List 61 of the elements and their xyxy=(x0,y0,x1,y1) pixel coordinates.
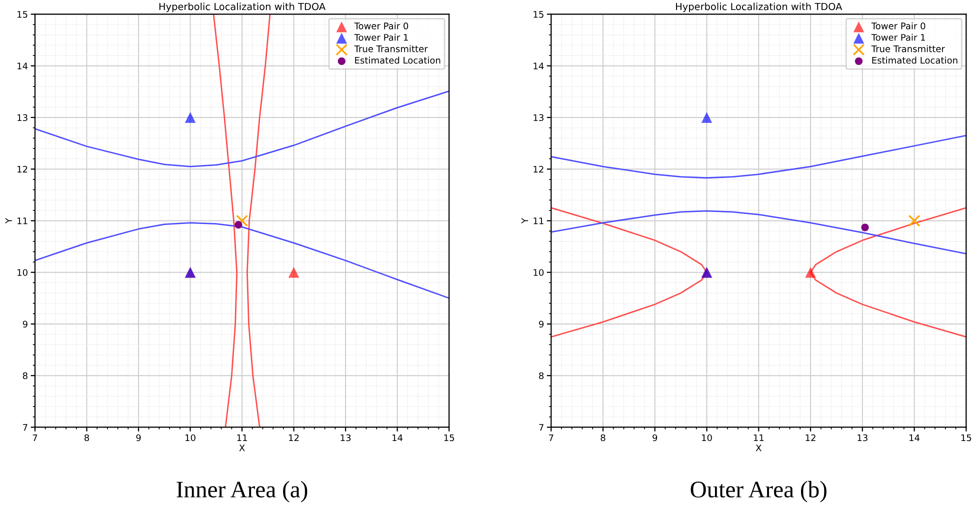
x-tick-label: 8 xyxy=(84,434,90,442)
chart-title: Hyperbolic Localization with TDOA xyxy=(676,2,842,12)
chart-title: Hyperbolic Localization with TDOA xyxy=(159,2,326,12)
y-tick-label: 14 xyxy=(18,62,28,70)
x-tick-label: 11 xyxy=(237,434,247,442)
x-axis-title: X xyxy=(239,444,245,452)
x-tick-label: 15 xyxy=(444,434,454,442)
y-tick-label: 8 xyxy=(539,372,544,380)
text: Inner Area (a) xyxy=(176,480,308,502)
x-tick-label: 13 xyxy=(858,434,868,442)
y-tick-label: 15 xyxy=(534,11,544,18)
x-tick-label: 9 xyxy=(652,434,658,442)
line-series xyxy=(34,222,450,299)
point xyxy=(908,214,920,227)
x-tick-label: 9 xyxy=(136,434,141,442)
legend-label: Tower Pair 1 xyxy=(871,34,925,41)
y-tick-label: 14 xyxy=(534,62,544,70)
point xyxy=(236,214,248,227)
y-tick-label: 9 xyxy=(539,320,544,328)
text: Outer Area (b) xyxy=(690,480,826,502)
x-tick-label: 10 xyxy=(186,434,196,442)
legend-label: Estimated Location xyxy=(355,56,440,64)
x-tick-label: 12 xyxy=(806,434,816,442)
y-tick-label: 11 xyxy=(534,218,544,224)
y-tick-label: 7 xyxy=(539,424,544,431)
y-tick-label: 11 xyxy=(18,218,28,224)
y-tick-label: 15 xyxy=(18,11,28,18)
y-axis-title: Y xyxy=(5,218,12,224)
x-tick-label: 7 xyxy=(32,434,38,442)
y-tick-label: 9 xyxy=(22,320,28,328)
x-tick-label: 10 xyxy=(702,434,712,442)
x-tick-label: 7 xyxy=(548,434,554,442)
line-series xyxy=(551,210,966,254)
y-tick-label: 12 xyxy=(534,166,544,173)
x-tick-label: 8 xyxy=(600,434,606,442)
x-tick-label: 11 xyxy=(754,434,764,442)
x-tick-label: 14 xyxy=(392,434,403,442)
x-tick-label: 15 xyxy=(961,434,972,442)
y-tick-label: 13 xyxy=(18,114,28,122)
line-series xyxy=(246,14,271,428)
y-tick-label: 8 xyxy=(22,372,28,380)
y-tick-label: 13 xyxy=(534,114,544,122)
y-tick-label: 10 xyxy=(18,269,28,276)
line-series xyxy=(551,134,966,179)
line-series xyxy=(34,90,450,168)
legend-label: True Transmitter xyxy=(354,45,428,52)
y-tick-label: 7 xyxy=(23,424,28,431)
legend-label: Tower Pair 0 xyxy=(871,22,926,30)
point xyxy=(234,221,242,229)
y-axis-title: Y xyxy=(521,218,528,224)
legend-label: Estimated Location xyxy=(872,56,958,64)
x-tick-label: 13 xyxy=(340,434,351,442)
point xyxy=(861,224,869,232)
x-axis-title: X xyxy=(756,444,762,452)
legend-label: Tower Pair 1 xyxy=(354,34,408,41)
legend-label: True Transmitter xyxy=(871,45,945,52)
y-tick-label: 12 xyxy=(18,166,28,173)
x-tick-label: 12 xyxy=(289,434,299,442)
x-tick-label: 14 xyxy=(910,434,920,442)
y-tick-label: 10 xyxy=(534,269,544,276)
legend-label: Tower Pair 0 xyxy=(354,22,408,30)
